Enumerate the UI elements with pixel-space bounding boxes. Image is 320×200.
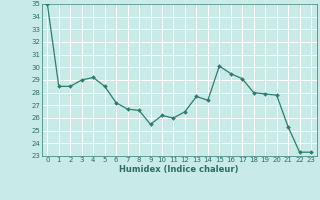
X-axis label: Humidex (Indice chaleur): Humidex (Indice chaleur) bbox=[119, 165, 239, 174]
